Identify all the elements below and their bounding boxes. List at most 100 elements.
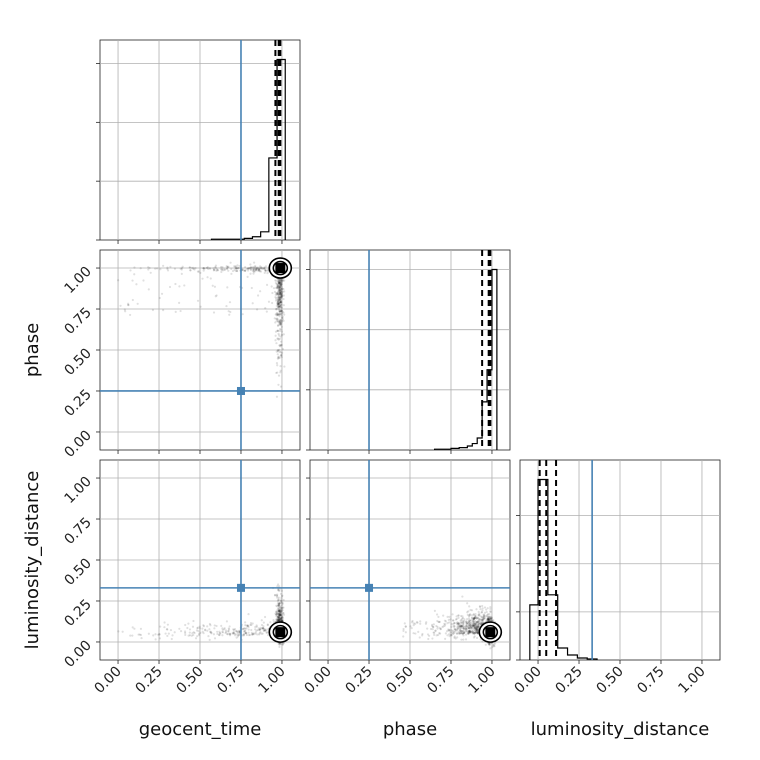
scatter-geocent-time-vs-phase-point [275,283,278,286]
scatter-phase-vs-luminosity-distance-point [474,612,477,616]
scatter-geocent-time-vs-phase-point [276,302,280,305]
scatter-geocent-time-vs-phase-point [251,270,255,273]
panels: 0.00 0.25 0.50 0.75 1.000.000.250.500.751.00… [61,39,721,697]
scatter-geocent-time-vs-phase-point [264,269,267,272]
scatter-geocent-time-vs-phase-point [279,283,282,286]
scatter-phase-vs-luminosity-distance-point [475,608,478,611]
scatter-geocent-time-vs-phase-point [276,296,279,299]
scatter-geocent-time-vs-phase-point [280,311,284,315]
scatter-geocent-time-vs-phase-point [271,301,274,305]
scatter-geocent-time-vs-phase-point [179,267,182,270]
scatter-geocent-time-vs-luminosity-distance-point [202,624,205,627]
scatter-phase-vs-luminosity-distance-point [480,611,483,614]
scatter-geocent-time-vs-luminosity-distance-point [201,627,204,630]
scatter-geocent-time-vs-phase-point [238,264,241,268]
scatter-geocent-time-vs-phase-point [147,268,150,271]
scatter-geocent-time-vs-phase-point [242,269,245,272]
scatter-geocent-time-vs-phase-point [279,312,282,316]
scatter-geocent-time-vs-phase-point [278,329,282,333]
scatter-geocent-time-vs-phase-point [277,383,280,386]
scatter-phase-vs-luminosity-distance-point [483,606,487,609]
scatter-geocent-time-vs-phase-point [279,282,282,285]
scatter-geocent-time-vs-luminosity-distance-point [209,624,212,627]
scatter-geocent-time-vs-phase-point [277,374,281,377]
scatter-geocent-time-vs-phase-point [276,287,280,290]
scatter-phase-vs-luminosity-distance-point [448,629,451,632]
scatter-geocent-time-vs-phase-point [236,269,239,273]
scatter-geocent-time-vs-phase-point [278,281,282,285]
scatter-geocent-time-vs-phase-point [277,282,281,285]
scatter-geocent-time-vs-luminosity-distance-point [167,632,170,635]
scatter-geocent-time-vs-phase-point [221,269,225,272]
scatter-geocent-time-vs-phase-point [275,308,278,311]
scatter-geocent-time-vs-phase-point [279,284,282,287]
scatter-phase-vs-luminosity-distance-point [453,635,456,638]
scatter-geocent-time-vs-phase-point [258,270,261,273]
scatter-geocent-time-vs-phase-point [278,284,281,287]
scatter-geocent-time-vs-phase-point [278,291,281,294]
scatter-geocent-time-vs-phase-point [279,308,282,312]
scatter-geocent-time-vs-luminosity-distance-point [250,633,254,636]
scatter-geocent-time-vs-phase-point [279,351,282,354]
scatter-geocent-time-vs-phase-point [254,266,257,269]
scatter-geocent-time-vs-phase-point [281,279,284,282]
scatter-geocent-time-vs-phase-point [276,349,279,352]
scatter-phase-vs-luminosity-distance-point [449,618,452,621]
scatter-geocent-time-vs-phase-point [280,296,283,299]
scatter-geocent-time-vs-phase-point [280,356,283,359]
scatter-geocent-time-vs-luminosity-distance-point [278,610,281,613]
scatter-geocent-time-vs-phase-point [280,303,283,306]
scatter-geocent-time-vs-phase-point [180,268,183,271]
scatter-geocent-time-vs-phase-point [196,299,200,302]
scatter-geocent-time-vs-phase-point [236,264,239,267]
scatter-geocent-time-vs-phase-point [275,292,278,295]
scatter-geocent-time-vs-phase-point [283,313,286,316]
scatter-geocent-time-vs-phase-point [280,343,283,347]
scatter-geocent-time-vs-phase-point [275,317,278,320]
scatter-geocent-time-vs-phase-point [270,285,273,288]
scatter-geocent-time-vs-luminosity-distance-point [191,625,195,628]
scatter-geocent-time-vs-phase-point [279,291,282,294]
scatter-geocent-time-vs-luminosity-distance-point [282,598,285,602]
scatter-geocent-time-vs-phase-point [213,285,217,288]
scatter-geocent-time-vs-phase-point [266,271,269,275]
scatter-geocent-time-vs-phase-point [126,302,130,305]
scatter-geocent-time-vs-phase-point [276,307,279,310]
scatter-geocent-time-vs-luminosity-distance-point [232,628,236,631]
scatter-phase-vs-luminosity-distance-point [416,621,419,624]
scatter-geocent-time-vs-phase-point [279,343,283,346]
scatter-geocent-time-vs-phase-point [280,320,283,323]
scatter-geocent-time-vs-luminosity-distance-point [282,606,285,609]
scatter-geocent-time-vs-phase-point [235,269,239,273]
scatter-geocent-time-vs-phase-point [278,282,281,285]
scatter-geocent-time-vs-phase-point [278,286,281,289]
scatter-geocent-time-vs-luminosity-distance-point [169,628,173,632]
scatter-geocent-time-vs-luminosity-distance-point [164,632,167,635]
scatter-geocent-time-vs-phase-point [277,279,280,282]
scatter-geocent-time-vs-phase-point [280,310,283,313]
scatter-geocent-time-vs-phase-point [277,306,280,309]
scatter-geocent-time-vs-phase-point [280,292,283,296]
scatter-phase-vs-luminosity-distance-point [483,611,487,614]
scatter-phase-vs-luminosity-distance-point [481,604,484,608]
scatter-geocent-time-vs-phase-point [280,330,284,333]
scatter-geocent-time-vs-phase-point [276,292,280,295]
scatter-geocent-time-vs-phase-point [211,284,214,287]
scatter-geocent-time-vs-phase-point [279,354,282,357]
scatter-geocent-time-vs-phase-point [277,309,281,312]
scatter-geocent-time-vs-phase-point [256,266,259,269]
scatter-geocent-time-vs-phase-point [275,286,279,289]
scatter-geocent-time-vs-phase-point [278,320,281,323]
scatter-geocent-time-vs-phase-point [276,324,280,328]
hist-geocent-time-steps [210,58,286,240]
scatter-geocent-time-vs-luminosity-distance-point [212,633,216,636]
scatter-geocent-time-vs-phase-point [250,286,253,290]
scatter-geocent-time-vs-phase-point [225,267,229,271]
scatter-geocent-time-vs-phase-point [251,268,255,271]
scatter-geocent-time-vs-phase-point [278,320,282,324]
scatter-geocent-time-vs-phase-point [258,269,261,272]
scatter-geocent-time-vs-luminosity-distance-point [238,629,241,632]
scatter-geocent-time-vs-phase-point [229,310,232,314]
scatter-geocent-time-vs-phase-point [160,292,164,295]
